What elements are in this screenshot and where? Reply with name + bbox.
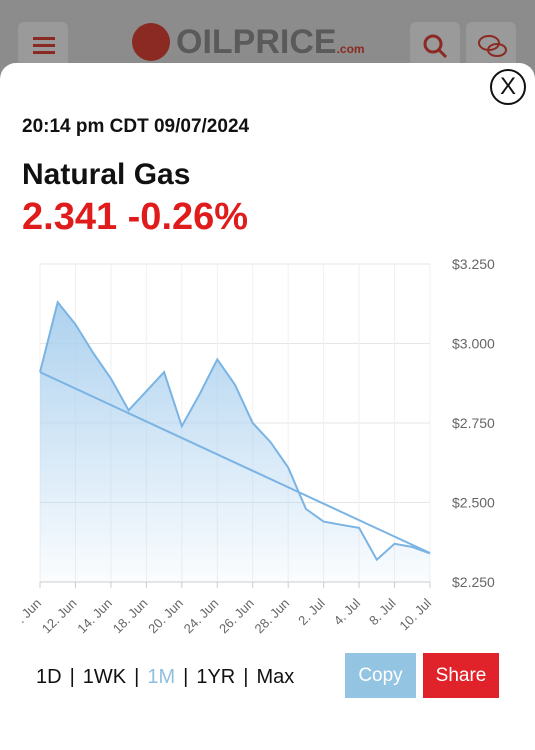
site-logo[interactable]: OILPRICE.com bbox=[132, 22, 365, 62]
price-change: 2.341 -0.26% bbox=[22, 196, 249, 238]
y-tick-label: $2.750 bbox=[452, 415, 495, 431]
x-tick-label: 10. Jul bbox=[396, 595, 434, 633]
search-icon bbox=[423, 34, 448, 59]
series-area bbox=[40, 302, 430, 582]
x-tick-label: 4. Jul bbox=[331, 595, 364, 628]
close-button[interactable]: X bbox=[490, 69, 526, 105]
range-separator: | bbox=[69, 666, 75, 688]
x-tick-label: . Jun bbox=[14, 596, 45, 627]
x-tick-label: 14. Jun bbox=[74, 596, 115, 637]
x-tick-label: 18. Jun bbox=[110, 596, 151, 637]
commodity-name: Natural Gas bbox=[22, 158, 191, 191]
range-option-1m[interactable]: 1M bbox=[147, 666, 176, 688]
share-button[interactable]: Share bbox=[423, 653, 499, 698]
range-separator: | bbox=[243, 666, 249, 688]
y-tick-label: $3.000 bbox=[452, 336, 495, 352]
x-tick-label: 8. Jul bbox=[366, 595, 399, 628]
range-option-1d[interactable]: 1D bbox=[36, 666, 62, 688]
menu-button[interactable] bbox=[18, 22, 68, 68]
y-tick-label: $3.250 bbox=[452, 256, 495, 272]
x-tick-label: 20. Jun bbox=[145, 596, 186, 637]
range-separator: | bbox=[183, 666, 189, 688]
range-selector: 1D | 1WK | 1M | 1YR | Max bbox=[36, 666, 294, 689]
x-tick-label: 2. Jul bbox=[295, 595, 328, 628]
y-tick-label: $2.250 bbox=[452, 574, 495, 590]
range-option-max[interactable]: Max bbox=[256, 666, 295, 688]
logo-drop-icon bbox=[132, 23, 170, 61]
x-tick-label: 28. Jun bbox=[252, 596, 293, 637]
y-tick-label: $2.500 bbox=[452, 495, 495, 511]
hamburger-icon bbox=[33, 37, 55, 54]
range-separator: | bbox=[134, 666, 140, 688]
timestamp: 20:14 pm CDT 09/07/2024 bbox=[22, 116, 250, 137]
site-header: OILPRICE.com bbox=[0, 0, 535, 74]
x-tick-label: 24. Jun bbox=[181, 596, 222, 637]
x-tick-label: 12. Jun bbox=[39, 596, 80, 637]
series-line bbox=[39, 300, 431, 562]
search-button[interactable] bbox=[410, 22, 460, 68]
chat-button[interactable] bbox=[466, 22, 516, 68]
range-option-1wk[interactable]: 1WK bbox=[82, 666, 127, 688]
x-tick-label: 26. Jun bbox=[216, 596, 257, 637]
logo-text: OILPRICE.com bbox=[176, 22, 365, 61]
copy-button[interactable]: Copy bbox=[345, 653, 416, 698]
chat-icon bbox=[478, 35, 507, 57]
trend-line bbox=[39, 371, 431, 554]
range-option-1yr[interactable]: 1YR bbox=[196, 666, 236, 688]
